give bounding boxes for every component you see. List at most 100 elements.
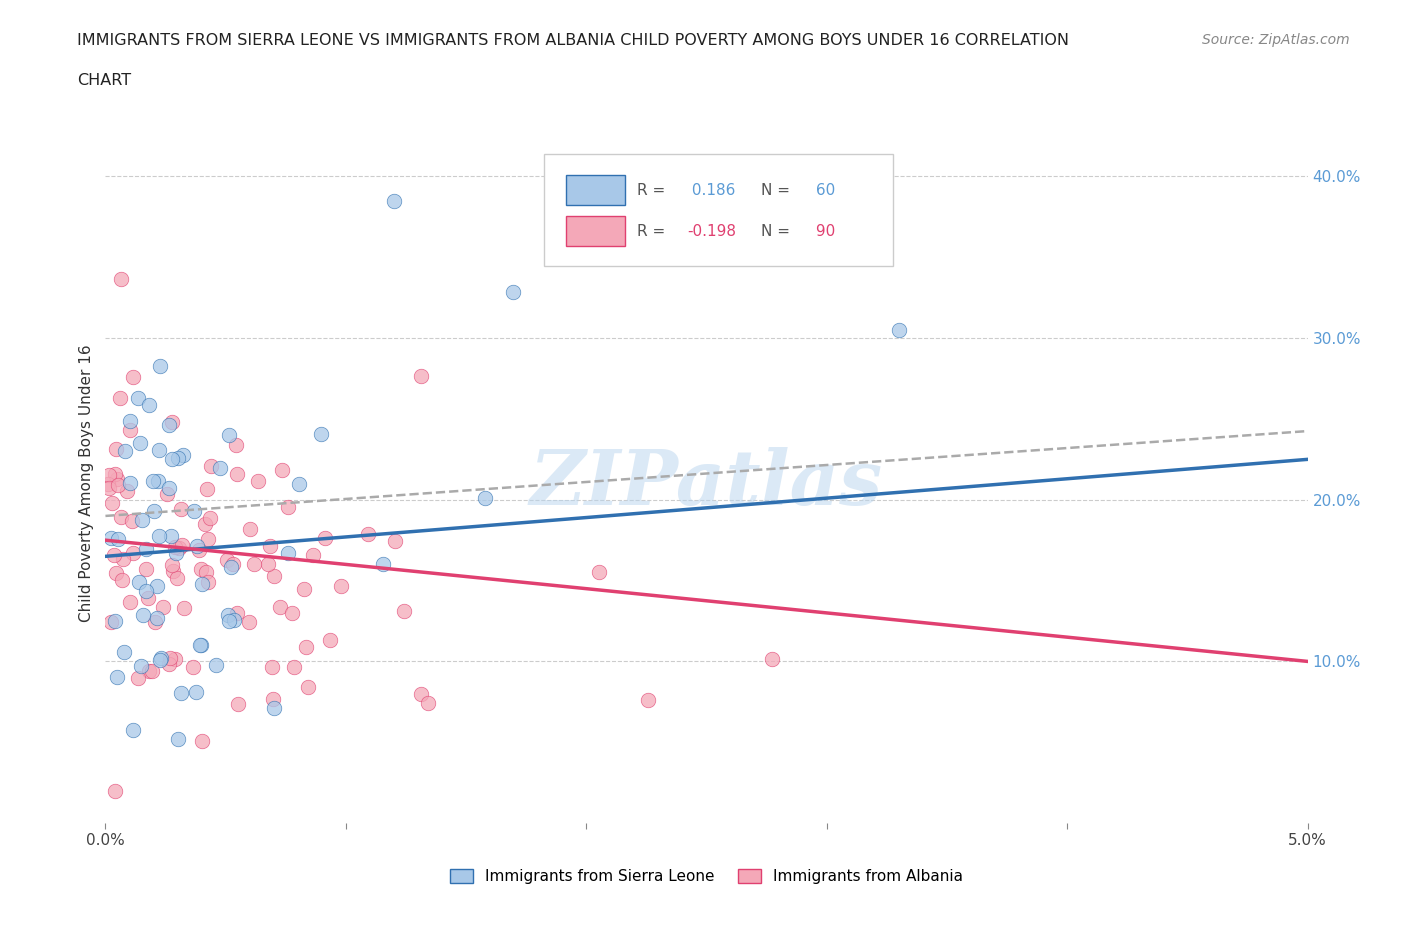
Point (238, 615, 260, 630)
Point (165, 545, 187, 560)
Point (159, 650, 181, 665)
Point (195, 482, 218, 497)
Point (205, 658, 228, 672)
Point (194, 517, 217, 532)
Point (167, 732, 190, 747)
Point (160, 414, 183, 429)
Point (148, 528, 170, 543)
Point (222, 556, 245, 571)
Point (148, 474, 170, 489)
Point (409, 686, 432, 701)
Point (172, 538, 194, 552)
Point (107, 477, 129, 492)
Point (295, 640, 318, 655)
Text: 90: 90 (811, 223, 835, 239)
Point (100, 531, 122, 546)
Point (330, 578, 353, 593)
Point (127, 671, 149, 685)
Point (170, 501, 193, 516)
Point (173, 600, 195, 615)
Point (200, 458, 222, 473)
Point (297, 679, 319, 694)
Point (270, 462, 292, 477)
Point (215, 552, 238, 567)
Point (194, 565, 217, 579)
Point (105, 566, 128, 581)
Text: IMMIGRANTS FROM SIERRA LEONE VS IMMIGRANTS FROM ALBANIA CHILD POVERTY AMONG BOYS: IMMIGRANTS FROM SIERRA LEONE VS IMMIGRAN… (77, 33, 1070, 47)
Point (394, 604, 416, 618)
Point (142, 473, 165, 488)
Point (218, 614, 240, 629)
Point (143, 615, 166, 630)
Point (183, 659, 205, 674)
Text: R =: R = (637, 223, 665, 239)
Point (170, 685, 193, 700)
Text: ZIPatlas: ZIPatlas (530, 446, 883, 521)
Point (217, 607, 239, 622)
Point (160, 529, 183, 544)
Point (637, 693, 659, 708)
Point (131, 658, 153, 673)
Point (263, 568, 285, 583)
Point (188, 638, 211, 653)
Point (98, 467, 121, 482)
Point (200, 511, 222, 525)
Point (152, 599, 174, 614)
Point (138, 398, 160, 413)
FancyBboxPatch shape (565, 176, 624, 206)
Point (165, 539, 187, 554)
Point (191, 734, 214, 749)
Point (118, 423, 141, 438)
Point (588, 565, 610, 580)
Point (225, 437, 247, 452)
Point (128, 574, 150, 589)
Point (105, 472, 128, 486)
Point (283, 659, 305, 674)
Point (122, 370, 145, 385)
Text: 0.186: 0.186 (688, 183, 735, 198)
Point (107, 532, 129, 547)
Point (269, 599, 291, 614)
Point (292, 581, 315, 596)
Point (157, 418, 180, 432)
Point (120, 475, 142, 490)
Text: N =: N = (761, 183, 790, 198)
Point (136, 591, 159, 605)
Point (167, 450, 190, 465)
Point (887, 323, 910, 338)
Point (288, 476, 311, 491)
Point (131, 512, 153, 527)
Point (301, 548, 323, 563)
Point (135, 584, 157, 599)
Point (186, 538, 208, 553)
Point (122, 545, 145, 560)
Text: Source: ZipAtlas.com: Source: ZipAtlas.com (1202, 33, 1350, 46)
Text: N =: N = (761, 223, 790, 239)
Point (132, 607, 155, 622)
Point (183, 504, 205, 519)
Text: R =: R = (637, 183, 665, 198)
Point (197, 532, 219, 547)
Point (149, 651, 172, 666)
Point (744, 242, 766, 257)
Point (112, 644, 135, 659)
Point (103, 548, 125, 563)
Point (120, 414, 142, 429)
Point (357, 526, 380, 541)
Point (257, 557, 280, 572)
Y-axis label: Child Poverty Among Boys Under 16: Child Poverty Among Boys Under 16 (79, 345, 94, 622)
Point (104, 467, 127, 482)
Point (239, 522, 262, 537)
Point (262, 659, 284, 674)
Point (100, 496, 122, 511)
Point (186, 684, 208, 699)
Point (105, 670, 128, 684)
Point (129, 435, 152, 450)
Point (502, 285, 524, 299)
Point (309, 427, 332, 442)
Point (163, 651, 186, 666)
Point (156, 486, 179, 501)
Point (110, 510, 132, 525)
Point (135, 541, 157, 556)
Point (98, 481, 121, 496)
